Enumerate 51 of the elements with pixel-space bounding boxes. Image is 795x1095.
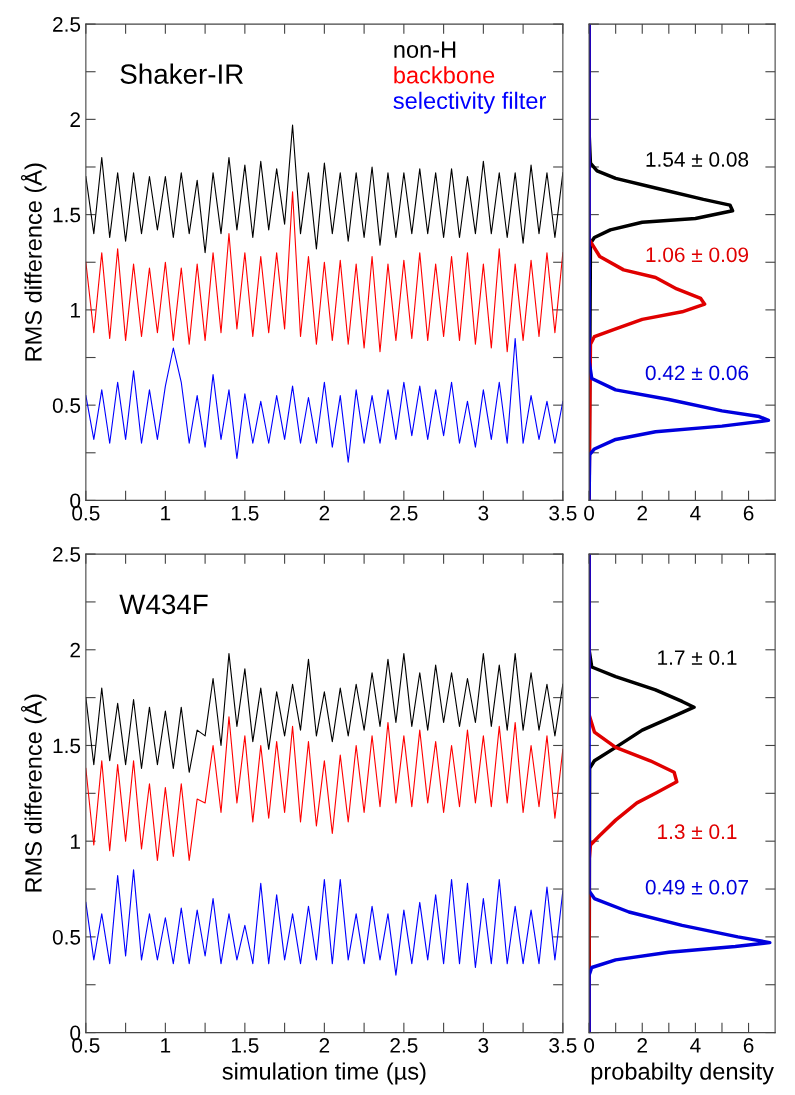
- x-tick-label: 3: [478, 1038, 489, 1053]
- x-axis-title: probabilty density: [591, 1062, 774, 1085]
- x-tick-label: 6: [743, 1038, 754, 1053]
- x-tick-label: 1.5: [231, 1038, 259, 1053]
- y-axis-title: RMS difference (Å): [20, 694, 47, 892]
- line-series: [85, 869, 563, 976]
- x-tick-label: 0: [584, 1038, 595, 1053]
- line-series: [85, 124, 563, 254]
- text: non-H: [394, 41, 456, 58]
- x-tick-label: 3.5: [549, 1038, 577, 1053]
- x-tick-label: 6: [743, 505, 754, 521]
- y-tick-label: 1.5: [53, 738, 81, 754]
- x-tick-label: 3: [478, 505, 489, 521]
- annotation: 0.49 ± 0.07: [645, 879, 748, 895]
- x-tick-label: 1: [161, 506, 171, 521]
- x-tick-label: 2: [637, 505, 647, 521]
- y-tick-label: 2.5: [53, 547, 81, 562]
- y-tick-label: 0.5: [52, 398, 81, 413]
- x-axis-title: simulation time (µs): [222, 1062, 426, 1085]
- y-tick-label: 1: [71, 834, 80, 849]
- x-tick-label: 4: [690, 1038, 701, 1053]
- line-series: [85, 653, 563, 773]
- x-tick-label: 4: [690, 506, 701, 521]
- x-tick-label: 2: [319, 1038, 330, 1053]
- text: W434F: [119, 594, 208, 615]
- y-axis-title: RMS difference (Å): [20, 163, 47, 361]
- x-tick-label: 2.5: [390, 505, 418, 521]
- line-series: [85, 191, 563, 353]
- y-tick-label: 2: [70, 642, 80, 658]
- y-tick-label: 1: [71, 303, 80, 318]
- y-tick-label: 2: [70, 112, 80, 127]
- annotation: 1.7 ± 0.1: [658, 650, 737, 665]
- y-tick-label: 0.5: [52, 929, 81, 945]
- line-series: [85, 337, 563, 463]
- x-tick-label: 2: [319, 505, 330, 521]
- annotation: 1.3 ± 0.1: [658, 824, 737, 840]
- y-tick-label: 2.5: [53, 17, 81, 32]
- x-tick-label: 2: [637, 1038, 647, 1053]
- text: Shaker-IR: [120, 63, 243, 84]
- x-tick-label: 2.5: [390, 1038, 418, 1053]
- annotation: 1.06 ± 0.09: [646, 247, 749, 263]
- x-tick-label: 1.5: [231, 506, 259, 521]
- x-tick-label: 3.5: [549, 505, 577, 521]
- x-tick-label: 1: [161, 1038, 171, 1053]
- y-tick-label: 1.5: [53, 207, 81, 223]
- text: backbone: [394, 66, 495, 84]
- line-series: [85, 716, 563, 861]
- text: selectivity filter: [393, 91, 546, 114]
- annotation: 1.54 ± 0.08: [646, 152, 749, 167]
- x-tick-label: 0: [584, 505, 595, 521]
- annotation: 0.42 ± 0.06: [645, 365, 749, 381]
